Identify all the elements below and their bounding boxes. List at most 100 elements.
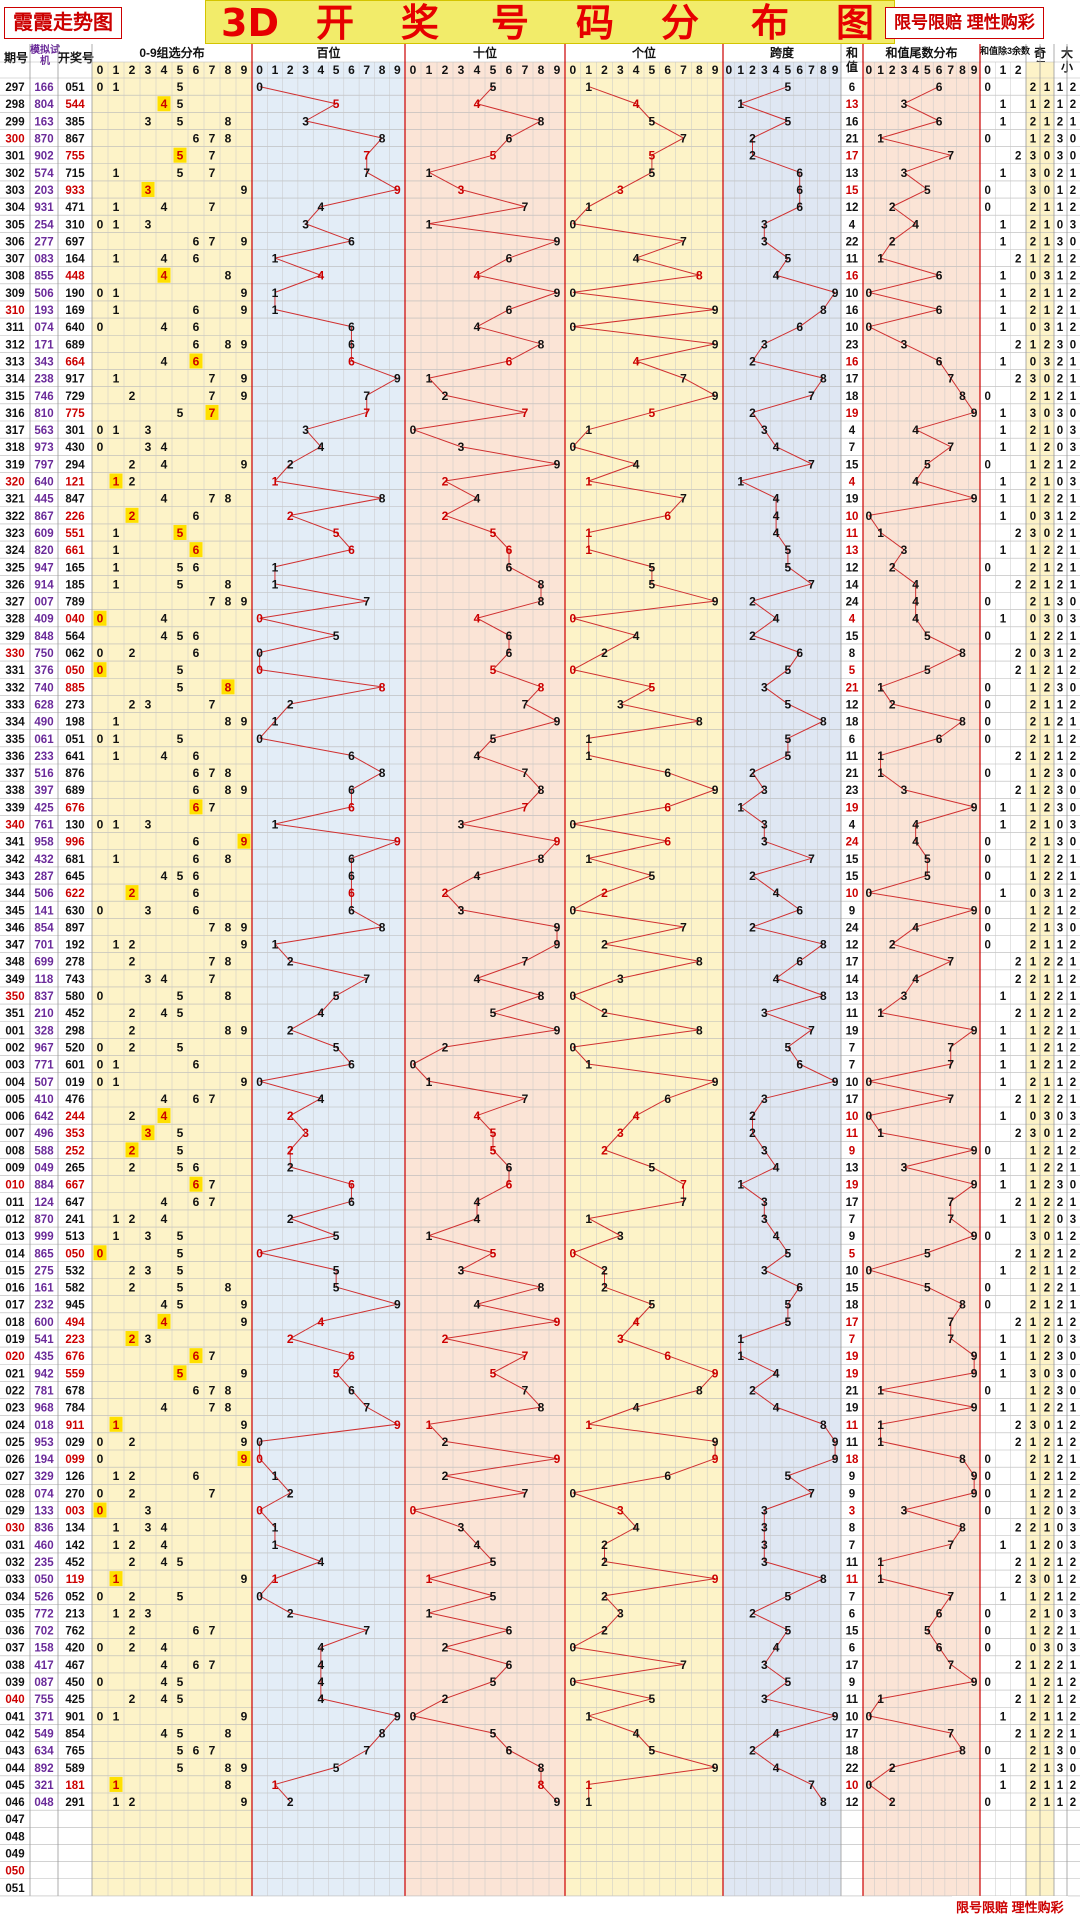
group-mark: 1 [113,577,120,591]
uni-trend-line [572,652,605,671]
draw-number-cell: 310 [65,219,84,231]
hun-point: 2 [287,509,294,523]
sim-number-cell: 425 [34,802,54,814]
chart-title: 3D 开 奖 号 码 分 布 图 [205,0,895,45]
small-count-cell: 2 [1070,1008,1076,1020]
span-trend-line [775,274,836,293]
span-trend-line [763,1218,777,1236]
group-mark: 5 [177,577,184,591]
span-point: 3 [761,680,768,694]
uni-trend-line [667,1080,716,1099]
big-count-cell: 2 [1057,562,1063,574]
group-mark: 1 [113,217,120,231]
uni-trend-line [588,1406,637,1425]
group-mark: 2 [129,1023,136,1037]
mod3-mark: 2 [1015,254,1021,266]
group-mark: 4 [161,869,168,883]
even-count-cell: 2 [1044,1660,1050,1672]
tail-point: 3 [901,543,908,557]
group-mark: 5 [177,1229,184,1243]
span-point: 5 [785,749,792,763]
digit-header: 1 [585,63,592,77]
hun-point: 6 [348,320,355,334]
odd-count-cell: 2 [1030,202,1036,214]
tail-trend-line [880,137,951,156]
sum-value-cell: 9 [849,1231,855,1243]
small-count-cell: 0 [1070,1368,1076,1380]
uni-trend-line [651,1166,684,1185]
sim-number-cell: 329 [34,1471,53,1483]
group-mark: 8 [225,783,232,797]
uni-trend-line [604,875,653,894]
mod3-mark: 0 [984,940,990,952]
tail-trend-line [880,1681,975,1700]
uni-trend-line [620,686,653,705]
tail-trend-line [880,1012,975,1031]
group-mark: 7 [209,800,216,814]
tail-trend-line [880,1578,951,1597]
big-count-cell: 3 [1057,922,1063,934]
ten-trend-line [476,103,542,122]
ten-point: 6 [506,303,513,317]
ten-trend-line [492,652,510,671]
span-point: 3 [761,1263,768,1277]
draw-number-cell: 430 [65,442,84,454]
sim-number-cell: 772 [34,1608,53,1620]
uni-point: 4 [633,252,640,266]
ten-trend-line [508,566,542,585]
repeat-highlight [237,833,251,849]
period-cell: 315 [5,391,25,403]
group-mark: 5 [177,80,184,94]
mod3-mark: 0 [984,1471,990,1483]
tail-point: 9 [971,1229,978,1243]
repeat-highlight [189,1176,203,1192]
hun-trend-line [274,480,383,499]
odd-count-cell: 1 [1030,1334,1037,1346]
sum-value-cell: 15 [846,631,859,643]
draw-number-cell: 784 [65,1403,85,1415]
title-char: 码 [576,1,615,45]
small-count-cell: 2 [1070,271,1076,283]
tail-point: 7 [947,1212,954,1226]
uni-trend-line [588,1218,621,1237]
group-mark: 4 [161,269,168,283]
hun-trend-line [290,1029,337,1048]
ten-point: 4 [474,1298,481,1312]
sum-value-cell: 17 [846,957,859,969]
tail-point: 9 [971,1675,978,1689]
ten-point: 9 [554,457,561,471]
uni-trend-line [604,1526,637,1545]
sum-value-cell: 6 [849,1643,855,1655]
span-point: 8 [820,303,827,317]
ten-point: 6 [506,543,513,557]
hun-trend-line [259,1080,321,1099]
span-point: 2 [749,920,756,934]
sum-value-cell: 19 [846,494,859,506]
uni-trend-line [572,206,590,225]
sim-number-cell: 755 [34,1694,54,1706]
group-mark: 4 [161,1109,168,1123]
uni-point: 2 [601,1143,608,1157]
hun-point: 7 [363,166,370,180]
period-cell: 020 [5,1351,24,1363]
group-mark: 6 [193,646,200,660]
span-trend-line [752,1372,777,1391]
tail-trend-line [915,411,975,431]
sum-value-cell: 12 [846,562,859,574]
span-trend-line [763,429,777,448]
even-count-cell: 2 [1044,1025,1050,1037]
digit-header: 7 [680,63,687,77]
ten-point: 7 [522,1383,529,1397]
span-point: 6 [796,200,803,214]
tail-point: 0 [866,1109,873,1123]
draw-number-cell: 580 [65,991,84,1003]
tail-trend-line [891,223,916,242]
span-trend-line [752,412,765,430]
tail-trend-line [880,686,893,705]
sum-value-cell: 11 [846,1574,859,1586]
uni-point: 2 [601,938,608,952]
span-trend-line [752,1732,777,1751]
sim-number-cell: 761 [34,820,54,832]
mod3-mark: 1 [1000,1540,1007,1552]
uni-point: 5 [649,1298,656,1312]
